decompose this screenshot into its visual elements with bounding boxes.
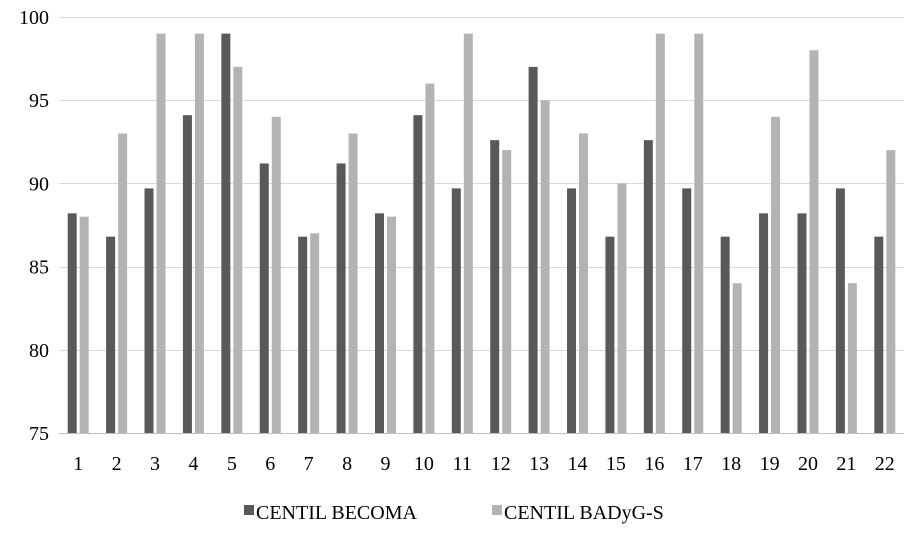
x-axis-ticks: 1 2 3 4 5 6 7 8 9 10 11 12 13 14 15 16 17 18 19 20 21 22 xyxy=(73,453,895,475)
bar-becoma-11 xyxy=(451,188,461,433)
x-tick-label: 4 xyxy=(188,453,198,475)
bar-becoma-2 xyxy=(106,236,116,433)
bar-badyg-s-7 xyxy=(310,233,320,433)
y-tick-label: 100 xyxy=(19,7,49,29)
bar-becoma-5 xyxy=(221,33,231,433)
x-tick-label: 13 xyxy=(529,453,549,475)
bar-badyg-s-3 xyxy=(156,33,166,433)
bar-becoma-8 xyxy=(336,163,346,433)
bar-badyg-s-2 xyxy=(118,133,128,434)
bar-badyg-s-9 xyxy=(386,216,396,433)
bar-badyg-s-8 xyxy=(348,133,358,434)
x-tick-label: 18 xyxy=(721,453,741,475)
x-tick-label: 20 xyxy=(798,453,818,475)
y-tick-label: 90 xyxy=(29,173,49,195)
legend: CENTIL BECOMA CENTIL BADyG-S xyxy=(244,502,664,524)
x-tick-label: 14 xyxy=(568,453,588,475)
bar-becoma-15 xyxy=(605,236,615,433)
x-tick-label: 12 xyxy=(491,453,511,475)
bar-badyg-s-22 xyxy=(886,150,896,433)
bar-badyg-s-6 xyxy=(271,116,281,433)
bar-becoma-10 xyxy=(413,115,423,434)
bar-badyg-s-13 xyxy=(540,100,550,433)
bar-becoma-1 xyxy=(67,213,77,433)
bar-becoma-7 xyxy=(298,236,308,433)
bar-becoma-16 xyxy=(643,140,653,434)
x-tick-label: 8 xyxy=(342,453,352,475)
x-tick-label: 5 xyxy=(227,453,237,475)
x-tick-label: 7 xyxy=(304,453,314,475)
bar-badyg-s-18 xyxy=(732,283,742,433)
bar-becoma-13 xyxy=(528,66,538,434)
x-tick-label: 11 xyxy=(453,453,472,475)
bar-becoma-17 xyxy=(682,188,692,433)
bar-badyg-s-1 xyxy=(79,216,89,433)
x-tick-label: 16 xyxy=(644,453,664,475)
x-tick-label: 1 xyxy=(73,453,83,475)
bar-becoma-20 xyxy=(797,213,807,433)
y-axis-ticks: 75 80 85 90 95 100 xyxy=(19,7,49,445)
bar-badyg-s-14 xyxy=(579,133,589,434)
bar-badyg-s-16 xyxy=(655,33,665,433)
bar-badyg-s-19 xyxy=(771,116,781,433)
bar-badyg-s-21 xyxy=(847,283,857,433)
bar-becoma-14 xyxy=(567,188,577,433)
x-tick-label: 9 xyxy=(380,453,390,475)
bar-becoma-12 xyxy=(490,140,500,434)
x-tick-label: 19 xyxy=(760,453,780,475)
bar-becoma-3 xyxy=(144,188,154,433)
bar-badyg-s-11 xyxy=(463,33,473,433)
bar-becoma-6 xyxy=(259,163,269,433)
bar-becoma-21 xyxy=(835,188,845,433)
x-tick-label: 6 xyxy=(265,453,275,475)
bar-badyg-s-15 xyxy=(617,183,627,433)
x-tick-label: 15 xyxy=(606,453,626,475)
bars xyxy=(67,33,896,434)
x-tick-label: 17 xyxy=(683,453,703,475)
legend-swatch xyxy=(244,505,254,515)
bar-badyg-s-10 xyxy=(425,83,435,433)
bar-becoma-18 xyxy=(720,236,730,433)
bar-becoma-19 xyxy=(759,213,769,433)
legend-label: CENTIL BECOMA xyxy=(256,502,417,524)
bar-becoma-4 xyxy=(182,115,192,434)
x-tick-label: 22 xyxy=(875,453,895,475)
bar-becoma-22 xyxy=(874,236,884,433)
bar-badyg-s-17 xyxy=(694,33,704,433)
x-tick-label: 21 xyxy=(836,453,856,475)
x-tick-label: 10 xyxy=(414,453,434,475)
bar-becoma-9 xyxy=(374,213,384,433)
legend-swatch xyxy=(492,505,502,515)
y-tick-label: 85 xyxy=(29,257,49,279)
bar-badyg-s-5 xyxy=(233,66,243,434)
y-tick-label: 80 xyxy=(29,340,49,362)
bar-badyg-s-12 xyxy=(502,150,512,433)
x-tick-label: 2 xyxy=(112,453,122,475)
y-tick-label: 95 xyxy=(29,90,49,112)
y-tick-label: 75 xyxy=(29,423,49,445)
legend-label: CENTIL BADyG-S xyxy=(504,502,664,524)
bar-badyg-s-20 xyxy=(809,50,819,433)
bar-badyg-s-4 xyxy=(194,33,204,433)
x-tick-label: 3 xyxy=(150,453,160,475)
